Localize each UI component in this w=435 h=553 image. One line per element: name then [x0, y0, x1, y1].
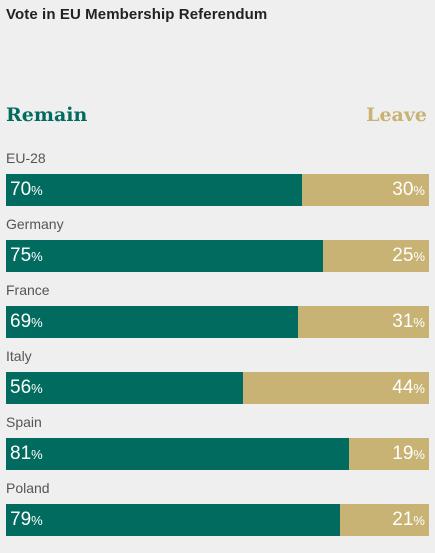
stacked-bar: 56% 44%	[6, 372, 429, 404]
remain-bar-segment: 56%	[6, 372, 243, 404]
bar-row: Spain 81% 19%	[6, 414, 429, 480]
leave-value-label: 21%	[392, 509, 425, 530]
bar-row: France 69% 31%	[6, 282, 429, 348]
remain-bar-segment: 81%	[6, 438, 349, 470]
category-label: Spain	[6, 414, 42, 430]
remain-bar-segment: 70%	[6, 174, 303, 206]
category-label: France	[6, 282, 50, 298]
leave-value-label: 31%	[392, 311, 425, 332]
leave-value-label: 25%	[392, 245, 425, 266]
bar-row: Germany 75% 25%	[6, 216, 429, 282]
category-label: Italy	[6, 348, 32, 364]
remain-bar-segment: 79%	[6, 504, 341, 536]
leave-value-label: 44%	[392, 377, 425, 398]
leave-bar-segment: 19%	[348, 438, 429, 470]
stacked-bar: 79% 21%	[6, 504, 429, 536]
remain-bar-segment: 75%	[6, 240, 324, 272]
leave-bar-segment: 30%	[302, 174, 429, 206]
stacked-bar: 81% 19%	[6, 438, 429, 470]
category-label: EU-28	[6, 150, 46, 166]
remain-value-label: 79%	[10, 509, 43, 530]
remain-value-label: 69%	[10, 311, 43, 332]
category-label: Germany	[6, 216, 64, 232]
chart-title: Vote in EU Membership Referendum	[6, 6, 268, 23]
remain-value-label: 75%	[10, 245, 43, 266]
stacked-bar: 75% 25%	[6, 240, 429, 272]
leave-bar-segment: 25%	[323, 240, 429, 272]
bar-row: Italy 56% 44%	[6, 348, 429, 414]
stacked-bar: 70% 30%	[6, 174, 429, 206]
leave-bar-segment: 21%	[340, 504, 429, 536]
legend-leave: Leave	[366, 104, 427, 126]
leave-value-label: 30%	[392, 179, 425, 200]
remain-bar-segment: 69%	[6, 306, 298, 338]
bar-rows: EU-28 70% 30% Germany 75% 25% France 69% 31% Ital…	[6, 150, 429, 546]
stacked-bar: 69% 31%	[6, 306, 429, 338]
leave-bar-segment: 44%	[242, 372, 429, 404]
category-label: Poland	[6, 480, 50, 496]
leave-bar-segment: 31%	[297, 306, 429, 338]
remain-value-label: 56%	[10, 377, 43, 398]
leave-value-label: 19%	[392, 443, 425, 464]
remain-value-label: 70%	[10, 179, 43, 200]
legend-remain: Remain	[6, 104, 88, 126]
remain-value-label: 81%	[10, 443, 43, 464]
bar-row: Poland 79% 21%	[6, 480, 429, 546]
bar-row: EU-28 70% 30%	[6, 150, 429, 216]
